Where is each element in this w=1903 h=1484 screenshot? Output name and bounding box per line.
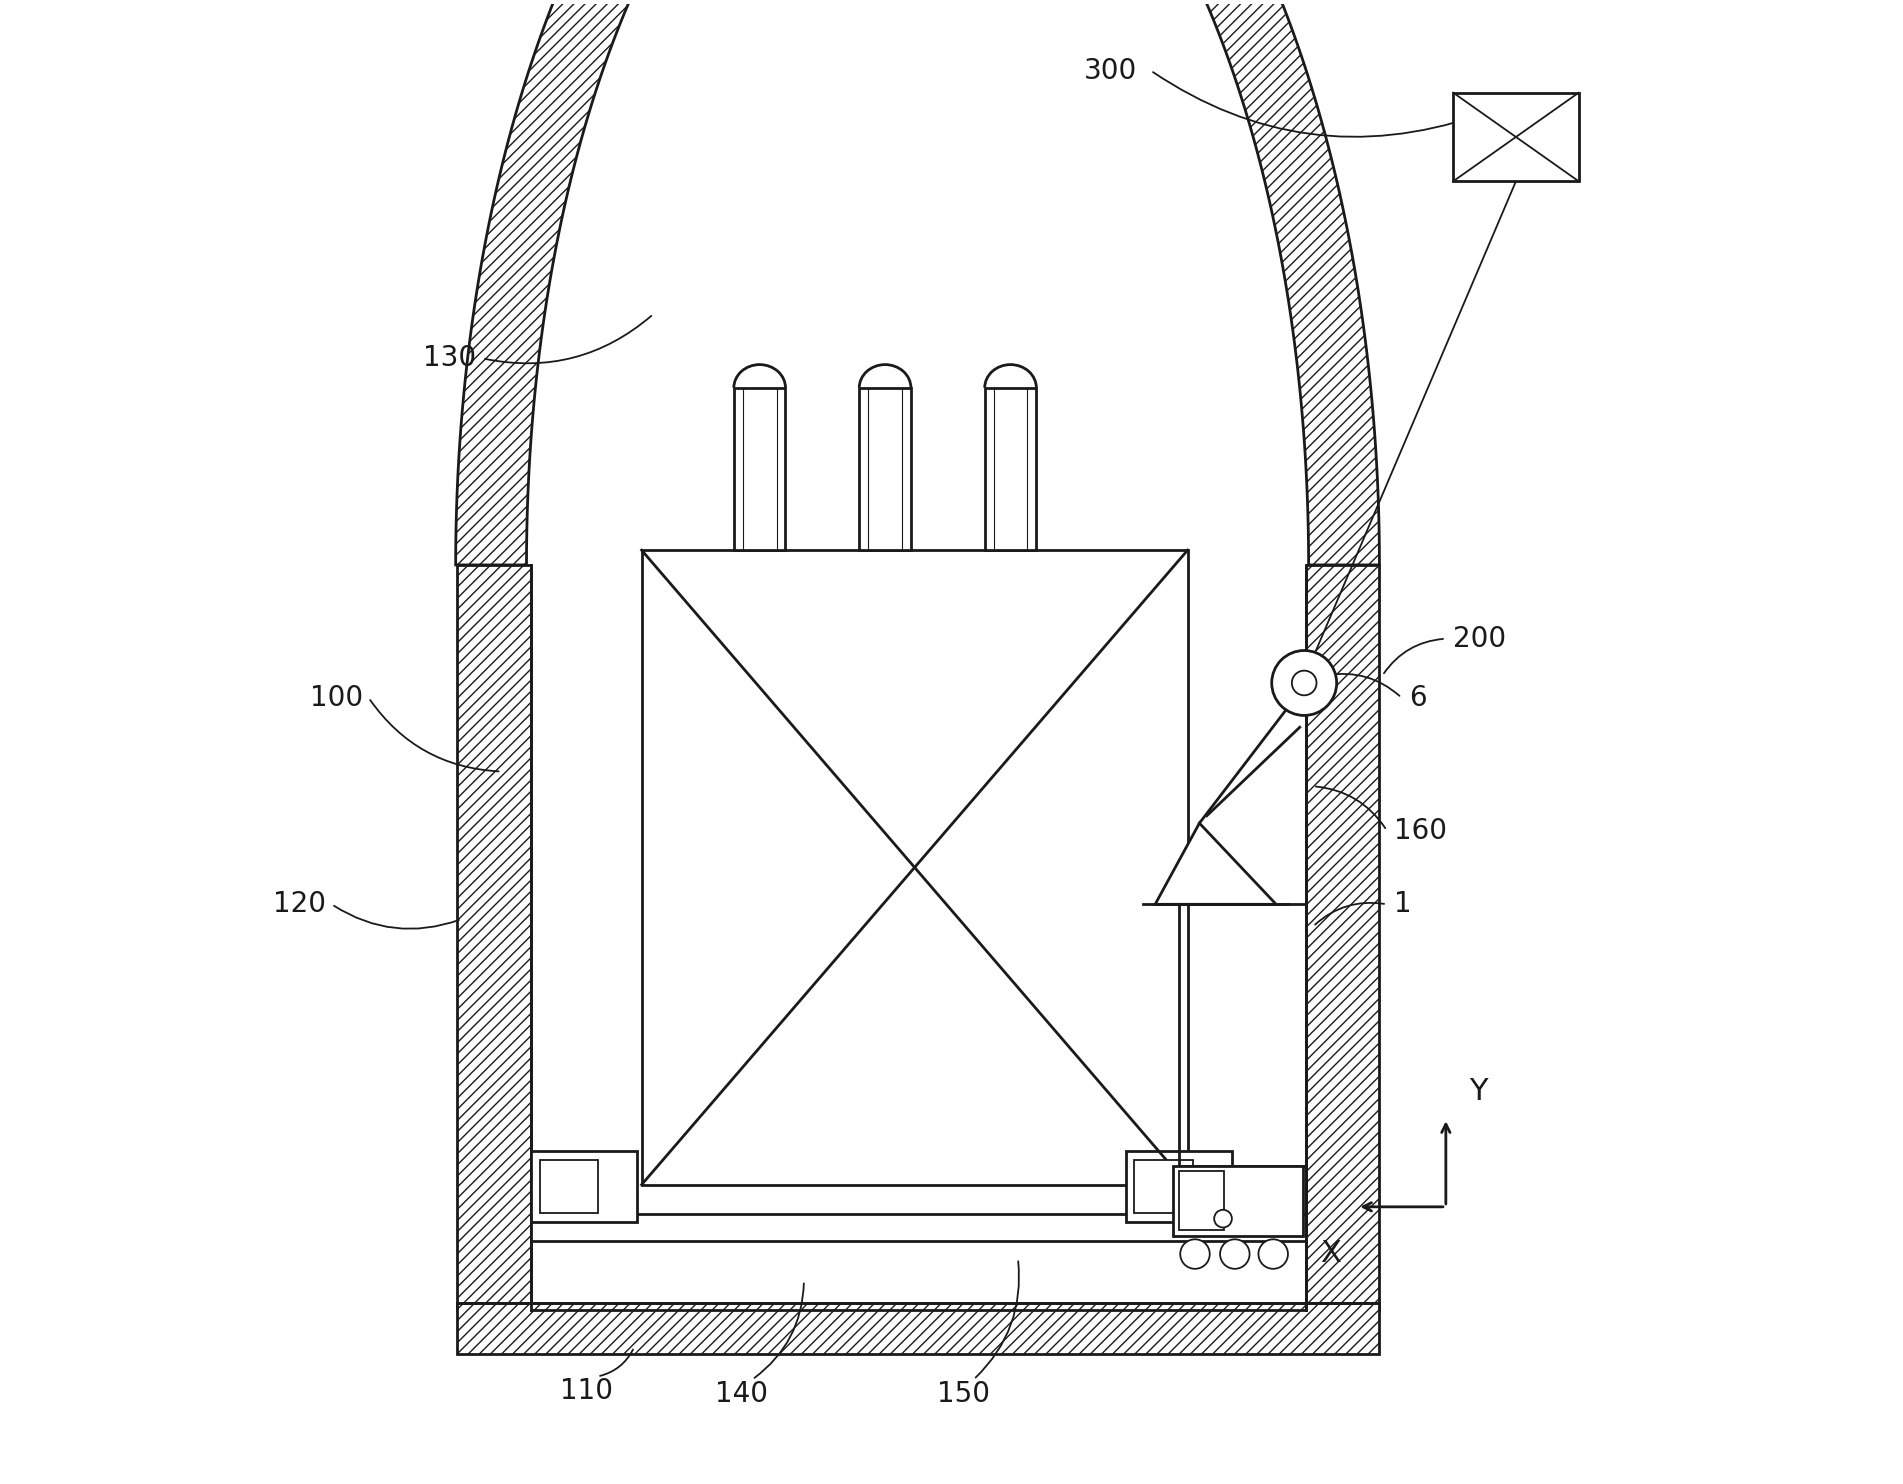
Bar xyxy=(641,551,1187,1184)
Text: Y: Y xyxy=(1469,1077,1488,1107)
Text: 100: 100 xyxy=(310,684,363,712)
Circle shape xyxy=(1180,1239,1210,1269)
Circle shape xyxy=(1271,650,1336,715)
Text: 120: 120 xyxy=(272,890,325,919)
Circle shape xyxy=(1220,1239,1250,1269)
Text: 110: 110 xyxy=(561,1377,613,1405)
Bar xyxy=(984,387,1037,551)
Text: 130: 130 xyxy=(422,344,476,372)
Polygon shape xyxy=(455,0,1380,565)
Bar xyxy=(1172,1165,1304,1236)
Polygon shape xyxy=(457,1303,1380,1355)
Text: 200: 200 xyxy=(1454,625,1507,653)
Bar xyxy=(860,387,912,551)
Text: 1: 1 xyxy=(1395,890,1412,919)
Circle shape xyxy=(1292,671,1317,696)
Text: X: X xyxy=(1321,1239,1342,1269)
Bar xyxy=(1178,1171,1224,1230)
Bar xyxy=(1127,1150,1231,1221)
Bar xyxy=(735,387,786,551)
Bar xyxy=(1134,1159,1193,1212)
Text: 300: 300 xyxy=(1085,56,1138,85)
Text: 160: 160 xyxy=(1395,816,1446,844)
Circle shape xyxy=(1214,1209,1231,1227)
Circle shape xyxy=(1258,1239,1288,1269)
Bar xyxy=(531,1214,1305,1241)
Polygon shape xyxy=(1155,824,1277,904)
Text: 6: 6 xyxy=(1408,684,1427,712)
Bar xyxy=(540,1159,598,1212)
Bar xyxy=(1454,92,1579,181)
Polygon shape xyxy=(1305,565,1380,1310)
Bar xyxy=(531,1150,638,1221)
Text: 140: 140 xyxy=(716,1380,769,1408)
Text: 150: 150 xyxy=(936,1380,990,1408)
Polygon shape xyxy=(457,565,531,1310)
